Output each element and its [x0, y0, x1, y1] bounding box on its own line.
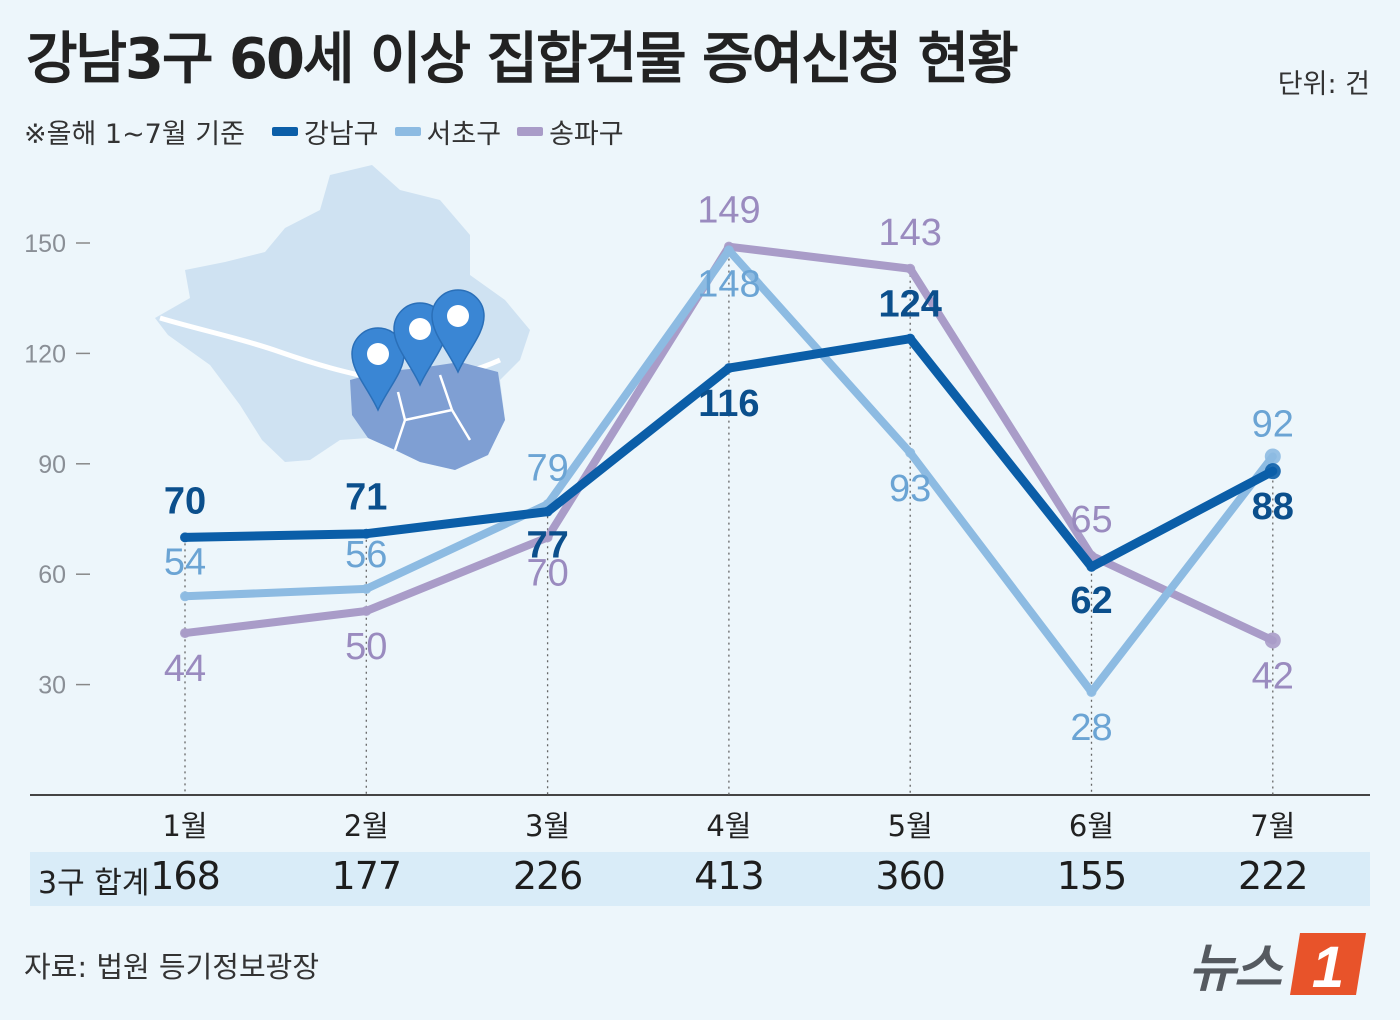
- x-tick-label: 6월: [1069, 809, 1114, 843]
- total-value: 168: [150, 854, 221, 898]
- news1-logo-icon: 1: [1290, 932, 1366, 999]
- data-label: 71: [345, 477, 387, 519]
- legend-swatch-gangnam: [272, 127, 298, 136]
- data-label: 88: [1252, 486, 1294, 528]
- y-tick-label: 30: [38, 672, 66, 700]
- data-label: 70: [164, 480, 206, 522]
- legend-item-gangnam: 강남구: [272, 112, 379, 151]
- data-label: 42: [1252, 655, 1294, 697]
- totals-label: 3구 합계: [38, 866, 150, 901]
- total-value: 222: [1238, 854, 1309, 898]
- data-label: 65: [1070, 499, 1112, 541]
- data-label: 149: [697, 190, 760, 232]
- x-tick-label: 7월: [1250, 809, 1295, 843]
- axes: 30 60 90 120 150 1월 2월 3월 4월 5월 6월 7월: [24, 230, 1370, 843]
- data-label: 77: [526, 525, 568, 567]
- source-note: 자료: 법원 등기정보광장: [24, 950, 320, 984]
- chart-title: 강남3구 60세 이상 집합건물 증여신청 현황: [26, 27, 1019, 92]
- data-label: 56: [345, 534, 387, 576]
- data-point: [905, 447, 916, 458]
- total-value: 177: [331, 854, 403, 898]
- data-point: [361, 583, 372, 594]
- legend-item-songpa: 송파구: [517, 112, 624, 151]
- data-point: [1264, 463, 1281, 480]
- location-pins: [351, 289, 485, 412]
- data-point: [723, 363, 734, 374]
- unit-label: 단위: 건: [1277, 69, 1370, 100]
- legend-swatch-seocho: [394, 127, 421, 136]
- data-label: 70: [526, 552, 568, 594]
- data-label: 124: [878, 284, 941, 326]
- location-pin-icon: [351, 327, 405, 412]
- y-tick-label: 60: [38, 561, 66, 589]
- data-label: 92: [1252, 403, 1294, 445]
- total-value: 413: [694, 854, 765, 898]
- legend-label: 강남구: [304, 119, 379, 150]
- total-value: 360: [875, 854, 946, 898]
- data-point: [1086, 686, 1097, 697]
- data-point: [180, 532, 190, 543]
- y-tick-label: 120: [24, 340, 66, 368]
- y-tick-label: 150: [24, 230, 66, 258]
- data-label: 148: [697, 263, 760, 305]
- data-point: [1264, 632, 1281, 649]
- district-border: [393, 374, 472, 451]
- legend-swatch-songpa: [517, 127, 544, 136]
- legend: 강남구 서초구 송파구: [272, 112, 624, 151]
- location-pin-icon: [431, 289, 485, 374]
- x-tick-label: 2월: [344, 809, 389, 843]
- data-label: 44: [164, 648, 206, 690]
- data-label: 143: [878, 212, 941, 254]
- data-point: [905, 263, 916, 274]
- data-label: 28: [1070, 707, 1112, 749]
- data-point: [1086, 561, 1097, 572]
- totals-row: 3구 합계 168 177 226 413 360 155 222: [30, 852, 1370, 906]
- total-value: 226: [512, 854, 584, 898]
- y-tick-label: 90: [38, 451, 66, 479]
- x-tick-label: 1월: [162, 809, 207, 843]
- data-label: 50: [345, 626, 387, 668]
- data-point: [361, 606, 372, 616]
- x-tick-label: 3월: [525, 809, 570, 843]
- data-labels: 44 50 70 149 143 65 42 54 56 79 148 93 28 92 70 71 77 116…: [164, 190, 1294, 749]
- seoul-map-illustration: [155, 165, 530, 470]
- total-value: 155: [1056, 854, 1128, 898]
- data-label: 93: [889, 468, 931, 510]
- data-point: [361, 528, 372, 539]
- x-tick-label: 5월: [888, 809, 933, 843]
- legend-label: 송파구: [549, 119, 624, 150]
- data-point: [723, 245, 734, 256]
- data-point: [180, 591, 190, 602]
- data-label: 54: [164, 541, 206, 583]
- legend-label: 서초구: [426, 119, 502, 150]
- data-point: [1264, 448, 1281, 465]
- series-lines: [180, 241, 1281, 697]
- data-point: [542, 532, 553, 543]
- legend-item-seocho: 서초구: [394, 112, 502, 151]
- data-point: [542, 506, 553, 517]
- x-tick-label: 4월: [706, 809, 751, 843]
- brand-logo-mark: 1: [1312, 935, 1344, 999]
- data-label: 62: [1070, 580, 1112, 622]
- basis-note: ※올해 1~7월 기준: [24, 119, 245, 150]
- data-point: [180, 628, 190, 639]
- news1-logo: 뉴스 1: [1188, 926, 1370, 1001]
- data-point: [905, 333, 916, 344]
- data-label: 79: [526, 447, 568, 489]
- guide-lines: [184, 246, 1274, 795]
- brand-text: 뉴스: [1188, 939, 1282, 999]
- data-label: 116: [698, 383, 759, 425]
